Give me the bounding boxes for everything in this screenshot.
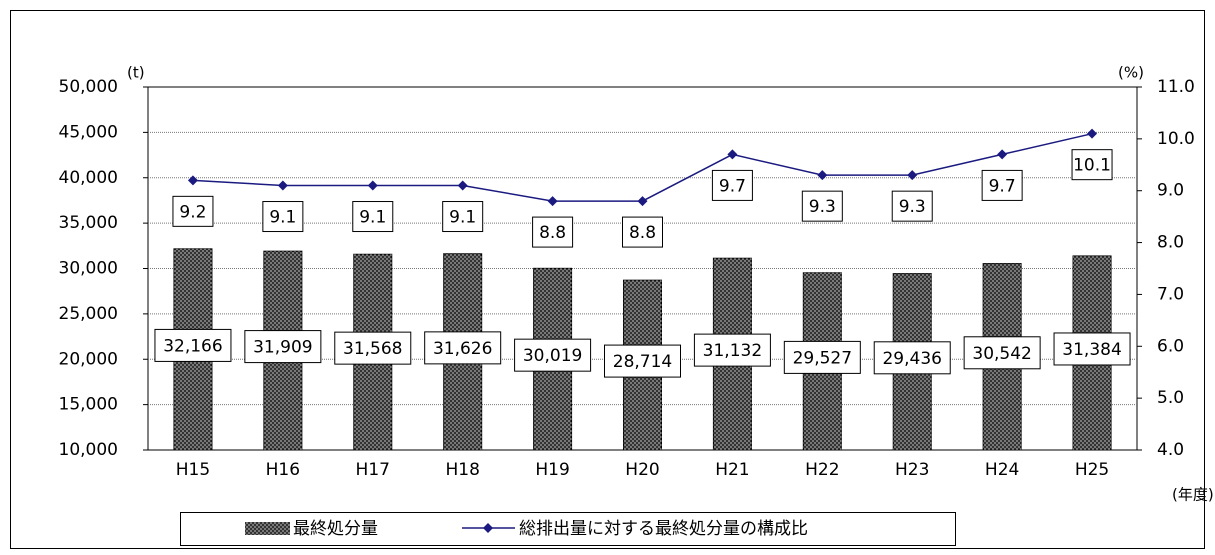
y2-tick-label: 7.0 — [1157, 284, 1184, 304]
y2-tick-label: 4.0 — [1157, 440, 1184, 460]
y-tick-label: 15,000 — [59, 395, 118, 415]
value-label: 9.3 — [809, 197, 836, 217]
value-label: 8.8 — [539, 223, 566, 243]
line-marker — [547, 196, 558, 207]
value-label: 28,714 — [613, 352, 672, 372]
value-label: 31,626 — [433, 339, 492, 359]
value-label-box — [801, 190, 843, 222]
y2-tick-label: 5.0 — [1157, 388, 1184, 408]
y-tick-label: 35,000 — [59, 213, 118, 233]
value-label-box — [873, 341, 951, 375]
value-label: 8.8 — [629, 223, 656, 243]
line-marker — [187, 175, 198, 186]
x-tick-label: H25 — [1075, 460, 1109, 480]
value-label-box — [981, 169, 1023, 201]
value-label-box — [891, 190, 933, 222]
y2-tick-label: 11.0 — [1157, 77, 1195, 97]
y-tick-label: 50,000 — [59, 77, 118, 97]
value-label: 31,568 — [343, 339, 402, 359]
value-label-box — [442, 201, 484, 233]
value-label: 32,166 — [163, 336, 222, 356]
x-tick-label: H20 — [625, 460, 659, 480]
x-tick-label: H21 — [715, 460, 749, 480]
value-label-box — [693, 333, 771, 367]
value-label-box — [1071, 149, 1113, 181]
x-tick-label: H24 — [985, 460, 1019, 480]
value-label-box — [424, 331, 502, 365]
y-tick-label: 30,000 — [59, 259, 118, 279]
value-label-box — [963, 336, 1041, 370]
value-label: 9.3 — [899, 197, 926, 217]
line-marker — [277, 180, 288, 191]
value-label-box — [783, 340, 861, 374]
legend-marker — [483, 523, 493, 533]
y2-axis-label: (%) — [1118, 64, 1144, 82]
y2-tick-label: 6.0 — [1157, 336, 1184, 356]
value-label: 29,436 — [882, 349, 941, 369]
value-label-box — [244, 330, 322, 364]
legend — [180, 512, 956, 546]
x-tick-label: H18 — [445, 460, 479, 480]
value-label-box — [711, 169, 753, 201]
y2-tick-label: 10.0 — [1157, 129, 1195, 149]
value-label: 10.1 — [1073, 156, 1111, 176]
y-axis-label: (t) — [127, 64, 145, 82]
x-axis-label: (年度) — [1172, 486, 1214, 504]
value-label-box — [172, 195, 214, 227]
value-label: 30,019 — [523, 346, 582, 366]
value-label: 9.7 — [989, 176, 1016, 196]
value-label: 30,542 — [972, 344, 1031, 364]
x-tick-label: H22 — [805, 460, 839, 480]
y2-tick-label: 9.0 — [1157, 181, 1184, 201]
x-tick-label: H19 — [535, 460, 569, 480]
value-label-box — [334, 331, 412, 365]
y2-tick-label: 8.0 — [1157, 233, 1184, 253]
x-tick-label: H17 — [356, 460, 390, 480]
line-marker — [997, 149, 1008, 160]
x-tick-label: H16 — [266, 460, 300, 480]
line-marker — [457, 180, 468, 191]
line-marker — [637, 196, 648, 207]
value-label-box — [262, 201, 304, 233]
value-label: 9.1 — [269, 208, 296, 228]
value-label: 9.1 — [449, 208, 476, 228]
value-label-box — [622, 216, 663, 248]
value-label-box — [1053, 332, 1131, 366]
y-tick-label: 20,000 — [59, 349, 118, 369]
legend-swatch-pattern — [245, 522, 290, 535]
value-label-box — [514, 338, 592, 372]
legend-label: 最終処分量 — [293, 519, 378, 539]
value-label-box — [352, 201, 394, 233]
value-label: 9.2 — [179, 202, 206, 222]
value-label: 31,132 — [703, 341, 762, 361]
legend-label: 総排出量に対する最終処分量の構成比 — [519, 519, 808, 539]
line-marker — [817, 170, 828, 181]
line-marker — [727, 149, 738, 160]
line-marker — [1087, 128, 1098, 139]
value-label: 9.1 — [359, 208, 386, 228]
y-tick-label: 10,000 — [59, 440, 118, 460]
y-tick-label: 45,000 — [59, 122, 118, 142]
y-tick-label: 40,000 — [59, 168, 118, 188]
line-marker — [367, 180, 378, 191]
value-label: 29,527 — [793, 348, 852, 368]
value-label-box — [604, 344, 681, 378]
value-label: 9.7 — [719, 176, 746, 196]
x-tick-label: H15 — [176, 460, 210, 480]
line-marker — [907, 170, 918, 181]
x-tick-label: H23 — [895, 460, 929, 480]
value-label-box — [154, 328, 232, 362]
value-label-box — [532, 216, 574, 248]
y-tick-label: 25,000 — [59, 304, 118, 324]
value-label: 31,909 — [253, 338, 312, 358]
value-label: 31,384 — [1062, 340, 1121, 360]
